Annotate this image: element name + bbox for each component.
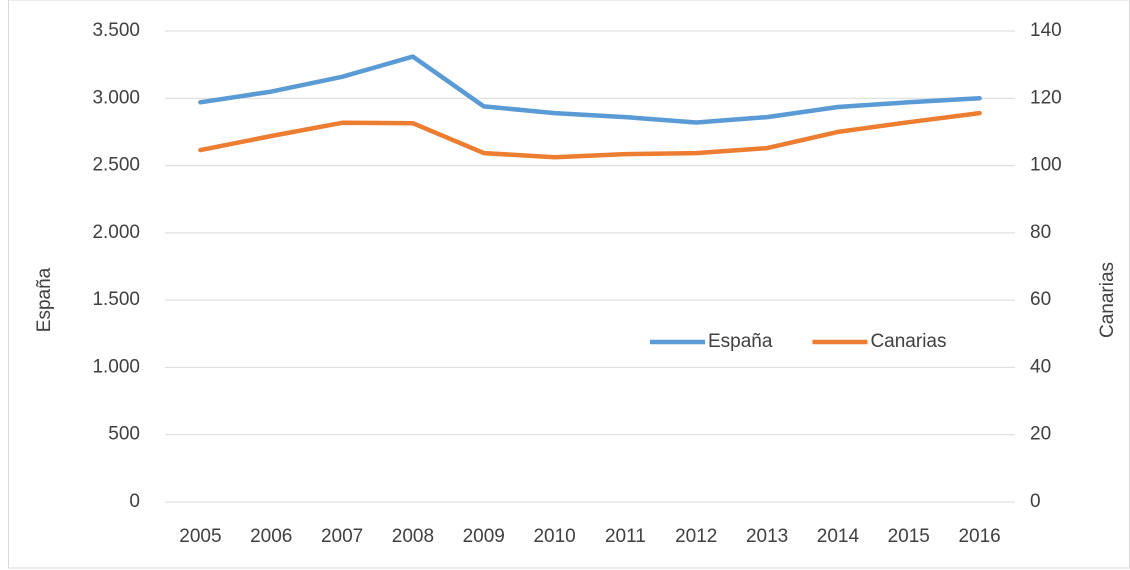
y-tick-label: 1.000 — [92, 356, 140, 377]
x-tick-label: 2009 — [463, 526, 505, 547]
y-axis-label: España — [34, 267, 55, 332]
series-line — [198, 54, 982, 125]
y2-tick-label: 0 — [1030, 491, 1041, 512]
y2-tick-label: 140 — [1030, 20, 1062, 41]
x-tick-label: 2006 — [250, 526, 292, 547]
y2-tick-label: 80 — [1030, 222, 1051, 243]
x-tick-label: 2016 — [958, 526, 1000, 547]
x-tick-label: 2007 — [321, 526, 363, 547]
y2-tick-label: 60 — [1030, 289, 1051, 310]
y2-tick-label: 120 — [1030, 87, 1062, 108]
y-tick-label: 500 — [108, 424, 140, 445]
y-tick-label: 3.500 — [92, 20, 140, 41]
x-tick-label: 2008 — [392, 526, 434, 547]
x-tick-label: 2015 — [888, 526, 930, 547]
y-tick-label: 3.000 — [92, 87, 140, 108]
y-tick-label: 0 — [129, 491, 140, 512]
chart-frame — [8, 0, 1130, 569]
y-tick-label: 1.500 — [92, 289, 140, 310]
y2-axis-label: Canarias — [1097, 262, 1118, 338]
y2-tick-label: 100 — [1030, 155, 1062, 176]
x-tick-label: 2014 — [817, 526, 860, 547]
x-tick-label: 2012 — [675, 526, 717, 547]
y-tick-label: 2.000 — [92, 222, 140, 243]
x-tick-label: 2010 — [533, 526, 575, 547]
legend-label: España — [708, 331, 773, 352]
y-tick-label: 2.500 — [92, 155, 140, 176]
y2-tick-label: 40 — [1030, 356, 1051, 377]
x-tick-label: 2013 — [746, 526, 788, 547]
x-tick-label: 2011 — [605, 526, 646, 547]
y2-tick-label: 20 — [1030, 424, 1051, 445]
legend-label: Canarias — [870, 331, 946, 352]
series-line — [198, 110, 982, 160]
x-tick-label: 2005 — [179, 526, 221, 547]
